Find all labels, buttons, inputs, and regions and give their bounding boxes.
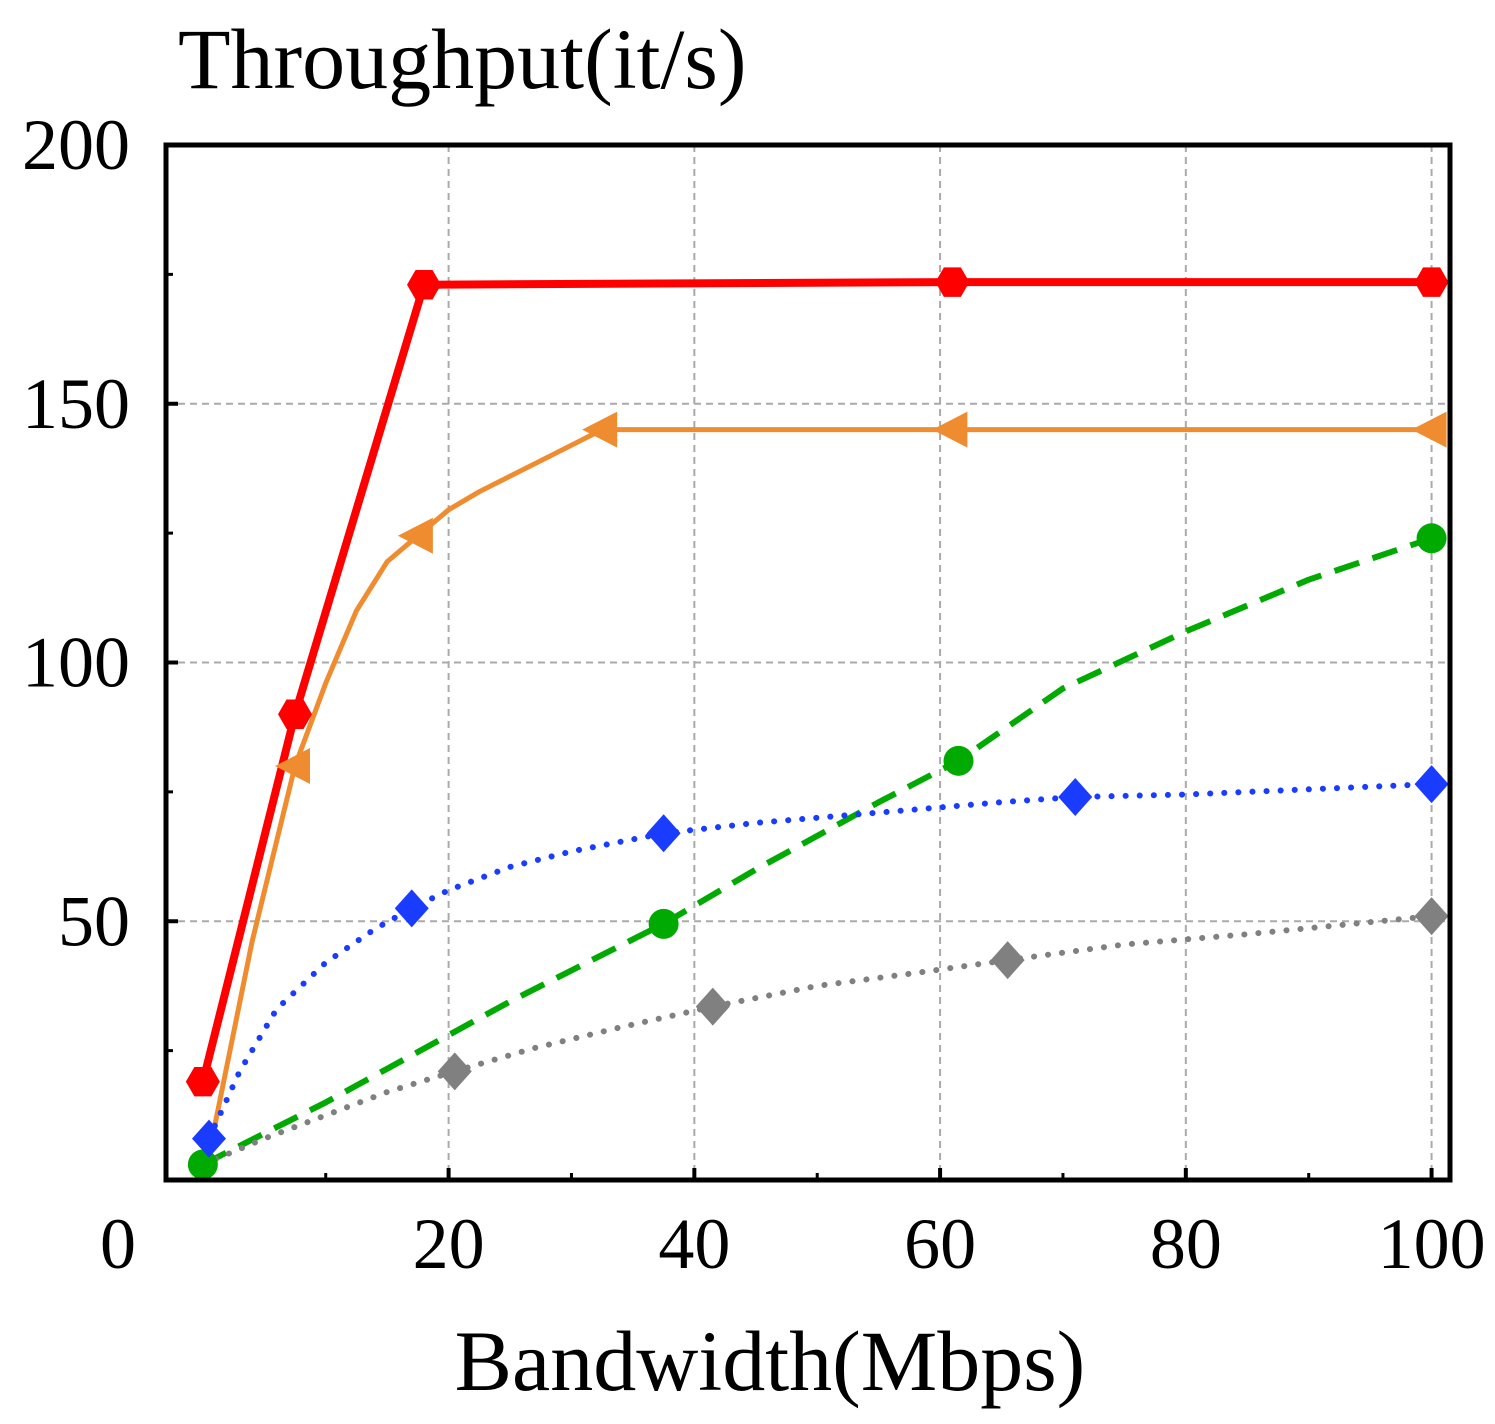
diamond-marker [394, 889, 429, 928]
triangle-left-marker [275, 748, 311, 784]
diamond-marker [1414, 897, 1449, 936]
x-axis-title: Bandwidth(Mbps) [455, 1313, 1086, 1409]
circle-marker [187, 1149, 218, 1180]
series-5-line [199, 913, 1435, 1168]
y-axis-title: Throughput(it/s) [178, 11, 747, 107]
y-tick-label: 100 [22, 623, 130, 703]
series-4-line [206, 781, 1435, 1142]
x-tick-label: 100 [1378, 1204, 1486, 1284]
x-tick-label: 20 [413, 1204, 485, 1284]
y-tick-label: 50 [58, 881, 130, 961]
hexagon-marker [1414, 267, 1449, 297]
x-tick-label: 80 [1150, 1204, 1222, 1284]
circle-marker [943, 745, 974, 776]
diamond-marker [646, 814, 681, 853]
origin-tick-label: 0 [100, 1204, 136, 1284]
triangle-left-marker [1411, 411, 1447, 448]
y-tick-label: 150 [22, 364, 130, 444]
diamond-marker [1414, 765, 1449, 804]
tick-labels: 0 20 40 60 80 100 50 100 150 200 [22, 105, 1486, 1284]
diamond-marker [990, 941, 1025, 980]
diamond-marker [695, 987, 730, 1026]
diamond-marker [1058, 778, 1093, 817]
series-markers [185, 267, 1449, 1180]
triangle-left-marker [582, 411, 618, 448]
grid [166, 144, 1450, 1180]
circle-marker [648, 908, 679, 939]
diamond-marker [437, 1052, 472, 1091]
hexagon-marker [935, 267, 970, 297]
diamond-marker [192, 1119, 227, 1158]
x-tick-label: 60 [904, 1204, 976, 1284]
series-1-line [199, 278, 1432, 1083]
series-3-line [201, 535, 1433, 1168]
hexagon-marker [407, 270, 442, 300]
series-2-line [206, 427, 1432, 1155]
y-tick-label: 200 [22, 105, 130, 185]
circle-marker [1416, 523, 1447, 554]
series-lines [199, 278, 1435, 1168]
hexagon-marker [185, 1066, 220, 1097]
hexagon-marker [278, 699, 313, 729]
triangle-left-marker [397, 517, 433, 554]
x-tick-label: 40 [658, 1204, 730, 1284]
axis-ticks [166, 143, 1434, 1180]
triangle-left-marker [932, 411, 968, 448]
